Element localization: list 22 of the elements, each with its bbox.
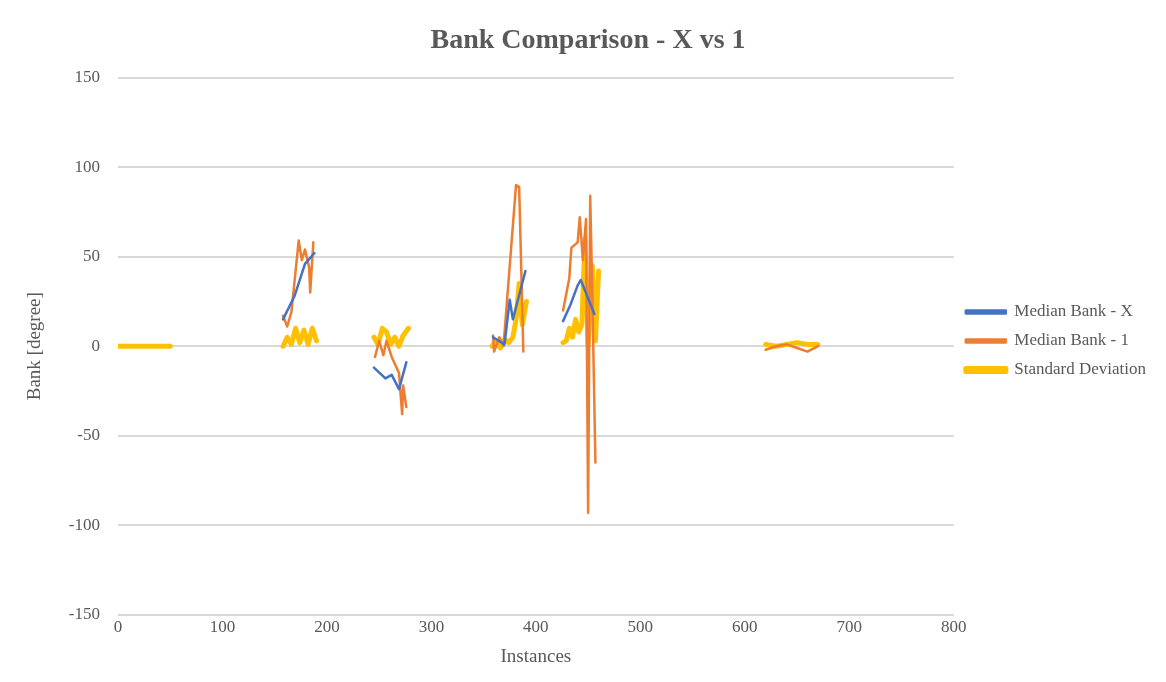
x-tick-label: 400	[523, 617, 549, 637]
x-tick-label: 800	[941, 617, 967, 637]
x-tick-label: 0	[113, 617, 123, 637]
x-axis-title: Instances	[500, 644, 572, 666]
x-tick-label: 500	[627, 617, 654, 637]
x-tick-label: 300	[418, 617, 445, 637]
chart-title: Bank Comparison - X vs 1	[430, 23, 746, 55]
y-tick-label: -150	[68, 604, 100, 624]
legend-label: Standard Deviation	[1014, 359, 1147, 379]
legend-label: Median Bank - 1	[1014, 330, 1130, 350]
y-tick-label: 0	[91, 335, 100, 355]
x-tick-label: 200	[314, 617, 340, 637]
x-tick-label: 100	[209, 617, 236, 637]
legend-label: Median Bank - X	[1014, 301, 1133, 321]
y-tick-label: -100	[68, 514, 100, 534]
y-tick-label: 50	[82, 246, 100, 266]
y-tick-label: 100	[74, 156, 100, 176]
y-axis-title: Bank [degree]	[23, 292, 45, 401]
x-tick-label: 700	[836, 617, 863, 637]
y-tick-label: -50	[77, 425, 100, 445]
x-tick-label: 600	[732, 617, 758, 637]
y-tick-label: 150	[74, 67, 100, 87]
